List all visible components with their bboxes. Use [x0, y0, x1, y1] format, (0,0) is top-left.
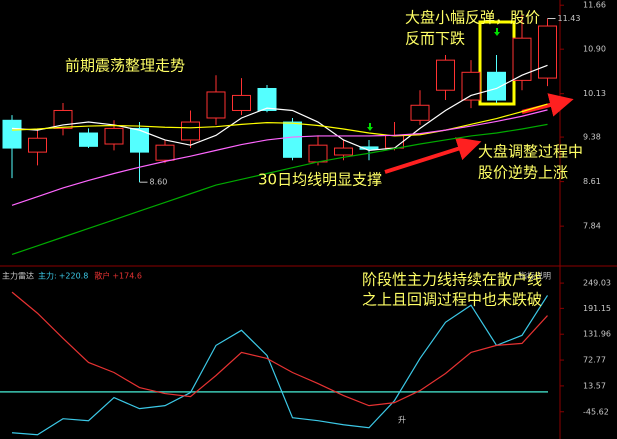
y-tick-label: 72.77 [583, 356, 606, 365]
annotation: 股价逆势上涨 [478, 164, 568, 182]
y-tick-label: -45.62 [583, 407, 609, 416]
indicator-line [11, 295, 549, 436]
y-tick-label: 10.90 [583, 45, 606, 54]
candle-body [461, 71, 481, 101]
candle-body [385, 134, 404, 149]
y-tick-label: 8.61 [583, 177, 601, 186]
candle-body [410, 104, 430, 121]
moving-average [11, 109, 548, 206]
y-tick-label: 7.84 [583, 222, 601, 231]
annotation: 30日均线明显支撑 [258, 171, 382, 189]
candle-body [283, 121, 302, 158]
candle-body [308, 144, 328, 163]
candle-body [79, 132, 98, 147]
candle-body [130, 127, 149, 153]
candle-body [232, 94, 251, 111]
candle-body [155, 144, 175, 161]
arrow [521, 93, 574, 117]
candle-body [436, 59, 455, 91]
arrow [384, 137, 482, 174]
legend-label: 散户 [94, 271, 110, 281]
candle-body [104, 127, 124, 145]
annotation: 反而下跌 [405, 30, 465, 48]
y-tick-label: 11.66 [583, 1, 606, 10]
moving-average [11, 103, 548, 137]
candle-body [257, 87, 277, 111]
y-tick-label: 13.57 [583, 381, 606, 390]
signal-arrow [367, 123, 373, 131]
legend-value: +174.6 [112, 272, 142, 281]
candle-body [334, 147, 353, 156]
y-tick-label: 9.38 [583, 133, 601, 142]
y-tick-label: 191.15 [583, 304, 611, 313]
annotation: 升 [398, 416, 406, 425]
candle-body [512, 37, 532, 81]
candle-body [181, 121, 200, 141]
y-tick-label: 10.13 [583, 89, 606, 98]
moving-average [11, 64, 548, 151]
y-tick-label: 131.96 [583, 330, 611, 339]
indicator-line [11, 291, 548, 407]
annotation: 之上且回调过程中也未跌破 [362, 291, 542, 309]
high-label: 11.43 [558, 14, 581, 23]
annotation: 大盘调整过程中 [478, 143, 583, 161]
annotation: 大盘小幅反弹，股价 [405, 9, 540, 27]
legend-value: +220.8 [59, 272, 89, 281]
low-label: 8.60 [150, 178, 168, 187]
signal-arrow [494, 28, 500, 36]
indicator-button[interactable]: 指标说明 [519, 271, 551, 281]
candle-body [206, 91, 226, 119]
legend-label: 主力: [38, 271, 57, 281]
annotation: 前期震荡整理走势 [65, 57, 185, 75]
annotation: 阶段性主力线持续在散户线 [362, 271, 542, 289]
moving-average [11, 123, 548, 256]
candle-body [28, 137, 47, 153]
candle-body [538, 25, 557, 79]
candle-body [487, 71, 506, 101]
candle-body [2, 119, 22, 149]
indicator-title: 主力雷达 [2, 271, 34, 281]
candle-body [359, 146, 379, 150]
y-tick-label: 249.03 [583, 279, 611, 288]
